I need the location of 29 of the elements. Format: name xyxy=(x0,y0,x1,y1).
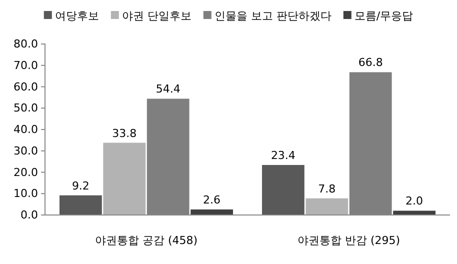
y-tick-label: 50.0 xyxy=(14,102,38,115)
legend-label: 모름/무응답 xyxy=(354,10,414,22)
data-label: 33.8 xyxy=(112,126,137,140)
data-label: 66.8 xyxy=(358,56,383,70)
bar xyxy=(306,198,348,215)
data-label: 2.0 xyxy=(406,194,424,208)
legend-label: 인물을 보고 판단하겠다 xyxy=(214,10,332,22)
y-tick-label: 40.0 xyxy=(14,123,38,136)
bar xyxy=(59,195,102,215)
legend-label: 야권 단일후보 xyxy=(122,10,192,22)
bar xyxy=(103,142,146,215)
y-tick-label: 60.0 xyxy=(14,80,38,94)
data-label: 54.4 xyxy=(156,82,180,96)
y-tick-label: 70.0 xyxy=(14,58,38,72)
data-label: 7.8 xyxy=(318,182,336,196)
y-tick-label: 10.0 xyxy=(14,187,38,200)
data-label: 2.6 xyxy=(203,193,221,206)
bar xyxy=(262,164,304,215)
bar xyxy=(190,209,234,215)
x-tick-label: 야권통합 반감 (295) xyxy=(297,234,400,247)
x-tick-label: 야권통합 공감 (458) xyxy=(94,234,198,247)
data-label: 9.2 xyxy=(72,179,90,192)
y-tick-label: 0.0 xyxy=(20,208,38,222)
y-tick-label: 30.0 xyxy=(14,144,38,158)
data-label: 23.4 xyxy=(270,148,296,162)
bar xyxy=(393,210,436,215)
y-tick-label: 20.0 xyxy=(14,166,38,179)
legend-label: 여당후보 xyxy=(54,10,99,22)
y-tick-label: 80.0 xyxy=(14,38,38,51)
